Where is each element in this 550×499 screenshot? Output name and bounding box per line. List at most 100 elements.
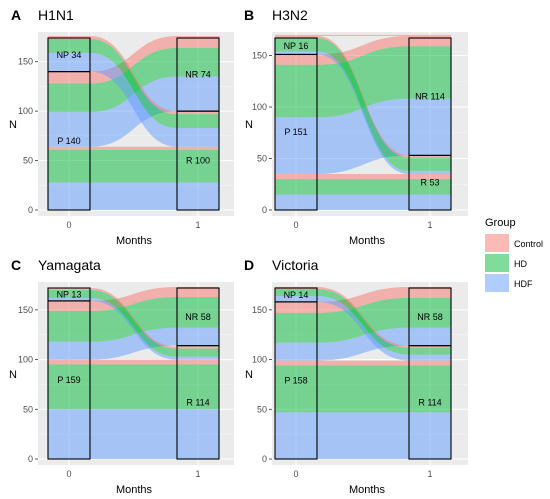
strata-d: P 158 NP 14 R 114 NR 58 [274,287,452,460]
panel-title-c: Yamagata [38,257,101,273]
stratum-label-np-axis-0: NP 16 [284,41,309,51]
y-ticks-c: 0 50 100 150 [18,305,38,464]
stratum-label-p-axis-0: P 158 [284,375,307,385]
legend-swatch-control [485,234,509,252]
stratum-label-r-axis-1: R 100 [186,156,210,166]
stratum-label-r-axis-1: R 114 [418,397,441,407]
stratum-np-axis-0 [274,37,318,56]
panel-title-d: Victoria [272,257,319,273]
flows-a [48,36,219,210]
y-tick-label-1: 50 [23,404,33,414]
x-tick-label-1-c: 1 [195,469,200,479]
flow-hd-p-to-r [275,365,451,413]
legend-swatch-hd [485,254,509,272]
legend: Group Control HD HDF [485,217,543,292]
flow-hdf-np-to-r [48,297,219,360]
panel-letter-b: B [244,7,254,23]
flow-hdf-p-to-nr [275,98,451,174]
legend-label-hdf: HDF [514,279,533,289]
flow-control-p-to-r [275,360,451,366]
stratum-nr-axis-1 [408,287,452,347]
stratum-label-p-axis-0: P 159 [57,375,80,385]
panel-title-a: H1N1 [38,7,74,23]
flow-hd-np-to-r [275,38,451,171]
y-tick-label-2: 100 [18,355,33,365]
flow-control-p-to-r [275,173,451,180]
y-tick-label-2: 100 [18,106,33,116]
strata-b: P 151 NP 16 R 53 NR 114 [274,37,452,211]
flow-hdf-np-to-r [275,295,451,361]
flow-hdf-np-to-r [275,51,451,174]
x-tick-label-0-c: 0 [66,469,71,479]
y-ticks-d: 0 50 100 150 [252,305,272,464]
flow-hd-p-to-r [48,149,219,183]
flow-hdf-np-to-r [48,52,219,147]
stratum-label-nr-axis-1: NR 58 [417,312,443,322]
stratum-label-r-axis-1: R 114 [186,397,209,407]
stratum-np-axis-0 [47,287,91,302]
legend-title: Group [485,217,516,229]
legend-label-hd: HD [514,259,527,269]
y-tick-label-0: 0 [262,454,267,464]
flow-control-np-to-r [48,288,219,349]
y-tick-label-3: 150 [18,57,33,67]
flow-hdf-p-to-r [275,194,451,210]
y-tick-label-1: 50 [257,154,267,164]
flow-control-np-to-nr [275,34,451,36]
flow-hd-p-to-r [48,364,219,410]
flow-control-p-to-nr [275,287,451,313]
y-axis-title-b: N [245,119,253,131]
y-tick-label-3: 150 [18,305,33,315]
y-tick-label-2: 100 [252,355,267,365]
y-axis-title-c: N [9,369,17,381]
x-axis-title-c: Months [116,484,153,496]
stratum-label-p-axis-0: P 151 [284,127,307,137]
stratum-np-axis-0 [274,287,318,303]
flow-hdf-p-to-r [275,412,451,459]
flow-control-p-to-r [48,359,219,365]
panel-letter-c: C [11,257,21,273]
stratum-label-np-axis-0: NP 13 [57,289,82,299]
panel-title-b: H3N2 [272,7,308,23]
stratum-nr-axis-1 [176,287,220,347]
y-tick-label-0: 0 [262,205,267,215]
flow-hdf-p-to-nr [48,76,219,147]
legend-label-control: Control [514,239,543,249]
stratum-label-np-axis-0: NP 14 [284,290,309,300]
flow-hd-np-to-r [48,38,219,128]
x-axis-title-b: Months [349,235,386,247]
flow-hdf-p-to-r [48,182,219,210]
y-tick-label-2: 100 [252,102,267,112]
strata-c: P 159 NP 13 R 114 NR 58 [47,287,220,460]
x-tick-label-0-a: 0 [66,220,71,230]
x-axis-title-a: Months [116,235,153,247]
y-axis-title-a: N [9,119,17,131]
flow-hdf-p-to-nr [275,327,451,361]
stratum-nr-axis-1 [176,37,220,112]
flow-control-p-to-nr [275,35,451,65]
y-tick-label-3: 150 [252,51,267,61]
y-tick-label-1: 50 [23,156,33,166]
strata-a: P 140 NP 34 R 100 NR 74 [47,37,220,211]
stratum-label-nr-axis-1: NR 74 [185,70,211,80]
x-tick-label-1-a: 1 [195,220,200,230]
stratum-label-r-axis-1: R 53 [420,178,439,188]
flows-b [275,34,451,210]
y-tick-label-3: 150 [252,305,267,315]
x-tick-label-1-d: 1 [427,469,432,479]
flows-c [48,287,219,459]
flow-hd-p-to-nr [275,46,451,118]
y-ticks-a: 0 50 100 150 [18,57,38,215]
x-axis-title-d: Months [349,484,386,496]
stratum-nr-axis-1 [408,37,452,156]
stratum-label-nr-axis-1: NR 114 [415,92,445,102]
x-tick-label-0-d: 0 [293,469,298,479]
stratum-label-p-axis-0: P 140 [57,136,80,146]
y-tick-label-0: 0 [28,205,33,215]
flow-hdf-p-to-r [48,409,219,459]
flow-control-np-to-r [48,36,219,115]
flow-hd-p-to-r [275,179,451,195]
flow-control-np-to-r [275,35,451,158]
stratum-label-np-axis-0: NP 34 [57,50,82,60]
